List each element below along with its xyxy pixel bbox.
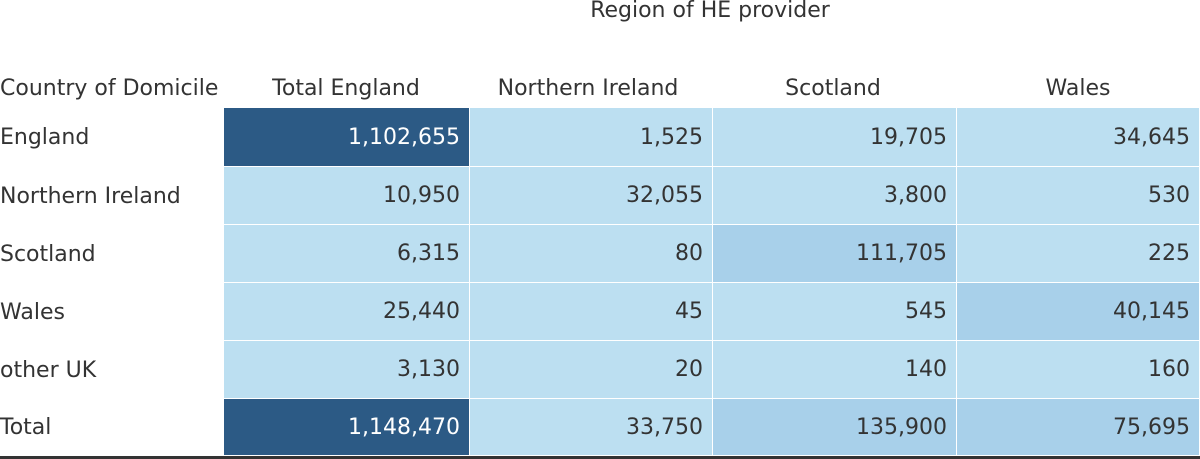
column-header: Northern Ireland	[497, 76, 679, 101]
row-header: England	[0, 125, 90, 150]
table-cell: 19,705	[713, 108, 956, 166]
row-header-label: Country of Domicile	[0, 76, 219, 101]
table-cell: 530	[957, 167, 1199, 224]
column-header: Total England	[272, 76, 420, 101]
table-cell: 3,130	[224, 341, 469, 398]
row-header: Wales	[0, 299, 65, 325]
table-cell: 32,055	[470, 167, 712, 224]
table-cell: 225	[957, 225, 1199, 282]
column-header: Wales	[1045, 76, 1111, 101]
table-cell: 1,102,655	[224, 108, 469, 166]
row-header: Northern Ireland	[0, 183, 181, 209]
table-cell: 33,750	[470, 399, 712, 455]
table-cell: 25,440	[224, 283, 469, 340]
row-header: Total	[0, 415, 52, 440]
table-cell: 3,800	[713, 167, 956, 224]
table-cell: 1,525	[470, 108, 712, 166]
table-cell: 45	[470, 283, 712, 340]
row-header: Scotland	[0, 241, 96, 267]
table-cell: 545	[713, 283, 956, 340]
table-cell: 6,315	[224, 225, 469, 282]
table-cell: 1,148,470	[224, 399, 469, 455]
table-cell: 140	[713, 341, 956, 398]
table-cell: 80	[470, 225, 712, 282]
table-cell: 111,705	[713, 225, 956, 282]
table-cell: 40,145	[957, 283, 1199, 340]
table-cell: 135,900	[713, 399, 956, 455]
table-cell: 75,695	[957, 399, 1199, 455]
region-title: Region of HE provider	[590, 0, 830, 23]
table-cell: 34,645	[957, 108, 1199, 166]
table-cell: 10,950	[224, 167, 469, 224]
table-cell: 20	[470, 341, 712, 398]
row-header: other UK	[0, 357, 97, 383]
table-cell: 160	[957, 341, 1199, 398]
column-header: Scotland	[785, 76, 881, 101]
bottom-rule	[0, 456, 1200, 459]
